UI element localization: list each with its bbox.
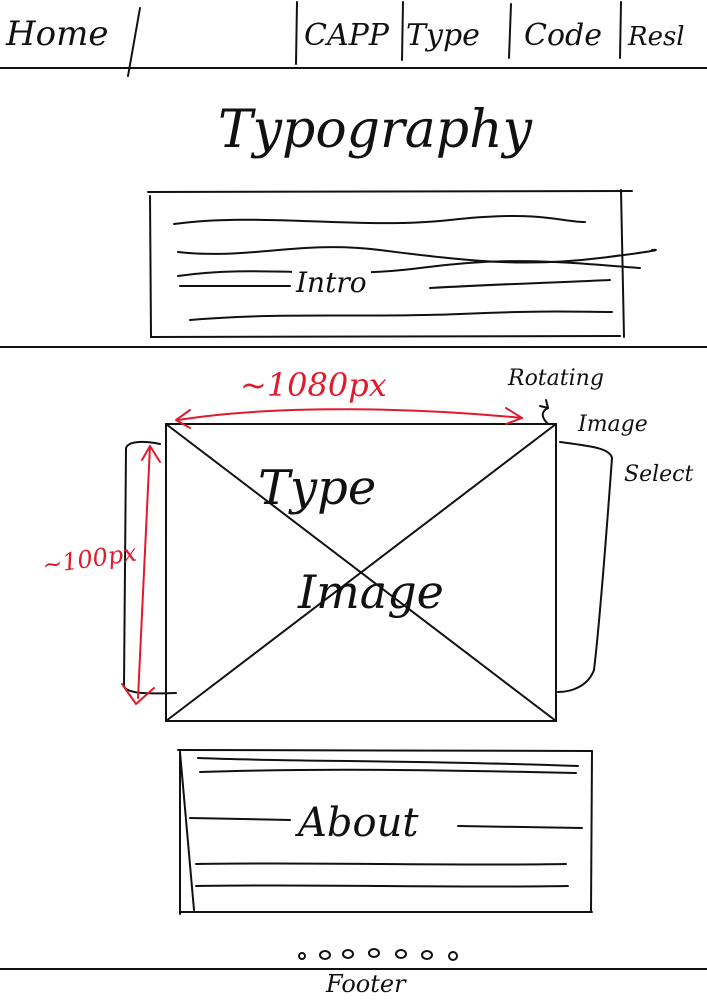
hero-title-line2: Image xyxy=(298,565,444,619)
text-line xyxy=(199,768,577,774)
nav-separator xyxy=(619,1,622,59)
text-line xyxy=(195,862,567,866)
carousel-note-line3: Select xyxy=(624,462,694,487)
nav-item-capp[interactable]: CAPP xyxy=(304,18,389,53)
height-bracket xyxy=(123,440,177,695)
note-arrow xyxy=(541,407,549,425)
height-arrow xyxy=(137,445,151,699)
text-line xyxy=(173,215,586,225)
text-line xyxy=(197,757,579,767)
text-line xyxy=(189,817,291,821)
hero-title-line1: Type xyxy=(258,460,377,516)
pager-dot xyxy=(395,949,407,959)
footer-label: Footer xyxy=(326,970,406,998)
carousel-note-line2: Image xyxy=(578,412,648,437)
carousel-note-line1: Rotating xyxy=(508,366,604,391)
page-title: Typography xyxy=(218,100,532,160)
nav-separator xyxy=(401,1,404,61)
intro-label: Intro xyxy=(292,266,371,299)
text-line xyxy=(177,246,657,264)
nav-item-resl[interactable]: Resl xyxy=(628,22,685,52)
pager-dot xyxy=(319,950,331,960)
height-arrow-head-top xyxy=(141,445,161,463)
intro-box xyxy=(147,189,633,338)
pager-dot xyxy=(298,952,306,960)
nav-item-type[interactable]: Type xyxy=(406,18,480,53)
pager-dot xyxy=(448,951,458,961)
nav-separator xyxy=(127,7,141,77)
width-arrow-head-right xyxy=(505,407,523,425)
measurement-arrows xyxy=(121,407,523,705)
about-box xyxy=(177,749,593,915)
text-line xyxy=(177,260,641,277)
width-annotation: ~1080px xyxy=(240,366,387,404)
about-label: About xyxy=(292,800,425,846)
text-line xyxy=(429,279,611,289)
nav-separator xyxy=(508,3,512,59)
hero-image-box xyxy=(165,423,557,722)
height-arrow-head-bottom xyxy=(121,683,155,705)
text-line xyxy=(195,884,569,888)
nav-home[interactable]: Home xyxy=(6,14,109,54)
pager-dot xyxy=(421,950,433,960)
note-arrow xyxy=(539,399,549,409)
text-line xyxy=(189,310,613,321)
width-arrow-head-left xyxy=(175,409,191,429)
pager-dot xyxy=(368,948,380,958)
text-line xyxy=(457,825,583,829)
nav-separator xyxy=(295,1,298,65)
pager-dot xyxy=(342,949,354,959)
width-arrow xyxy=(177,408,523,421)
nav-item-code[interactable]: Code xyxy=(524,18,602,53)
carousel-bracket xyxy=(557,441,613,693)
pager-dots xyxy=(298,948,458,961)
